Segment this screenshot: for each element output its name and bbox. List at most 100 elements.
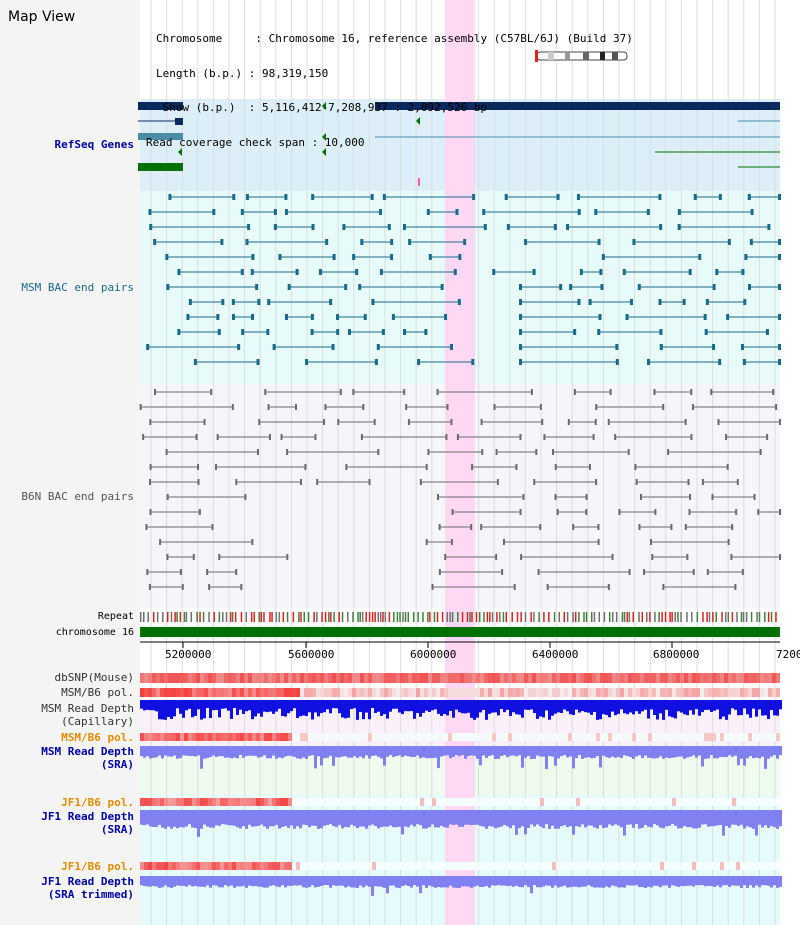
msm-capillary-depth bbox=[251, 700, 254, 720]
msm-sra-depth bbox=[602, 746, 605, 756]
repeat-mark bbox=[658, 612, 660, 622]
b6n-bac-end bbox=[208, 584, 211, 590]
jf1-trimmed-depth bbox=[350, 876, 353, 888]
jf1-sra-depth bbox=[602, 810, 605, 829]
repeat-mark bbox=[152, 612, 155, 622]
msm-pol-cell bbox=[576, 733, 580, 741]
repeat-mark bbox=[143, 612, 145, 622]
msm-bac-end bbox=[267, 299, 271, 305]
msm-pol-cell bbox=[580, 733, 584, 741]
jf1-pol-cell bbox=[360, 798, 364, 806]
track-label-msm-b6-pol-1[interactable]: MSM/B6 pol. bbox=[61, 686, 134, 699]
msm-pol-cell bbox=[648, 733, 652, 741]
repeat-mark bbox=[538, 612, 540, 622]
b6n-bac-end bbox=[667, 449, 670, 455]
jf1-sra-depth bbox=[179, 810, 182, 828]
b6n-bac-end bbox=[690, 389, 693, 395]
msm-bac-end bbox=[740, 344, 744, 350]
msm-pol-cell bbox=[456, 733, 460, 741]
msm-bac-end bbox=[287, 284, 291, 290]
jf1-trimmed-depth bbox=[395, 876, 398, 888]
msm-capillary-depth bbox=[149, 700, 152, 711]
msm-pol-cell bbox=[540, 733, 544, 741]
msm-pol-cell bbox=[416, 733, 420, 741]
msm-capillary-depth bbox=[641, 700, 644, 712]
track-label-b6n-bac[interactable]: B6N BAC end pairs bbox=[21, 490, 134, 503]
jf1-trimmed-depth bbox=[299, 876, 302, 886]
msm-capillary-depth bbox=[752, 700, 755, 709]
repeat-mark bbox=[750, 612, 753, 622]
jf1-trimmed-depth bbox=[326, 876, 329, 886]
jf1-trimmed-depth bbox=[521, 876, 524, 888]
msm-sra-depth bbox=[230, 746, 233, 759]
msm-pol-cell bbox=[392, 688, 396, 697]
track-label-msm-b6-pol-2[interactable]: MSM/B6 pol. bbox=[61, 731, 134, 744]
jf1-sra-depth bbox=[647, 810, 650, 827]
jf1-pol-cell bbox=[536, 862, 540, 870]
msm-capillary-depth bbox=[611, 700, 614, 712]
msm-capillary-depth bbox=[194, 700, 197, 716]
track-label-chromosome[interactable]: chromosome 16 bbox=[55, 627, 134, 638]
track-label-jf1-depth-trimmed[interactable]: JF1 Read Depth (SRA trimmed) bbox=[41, 875, 134, 901]
dbsnp-cell bbox=[212, 673, 216, 683]
msm-sra-depth bbox=[425, 746, 428, 759]
msm-sra-depth bbox=[494, 746, 497, 759]
msm-bac-end bbox=[622, 269, 626, 275]
dbsnp-cell bbox=[648, 673, 652, 683]
jf1-sra-depth bbox=[146, 810, 149, 825]
jf1-pol-cell bbox=[344, 798, 348, 806]
repeat-mark bbox=[706, 612, 708, 622]
dbsnp-cell bbox=[168, 673, 172, 683]
repeat-mark bbox=[674, 612, 676, 622]
msm-pol-cell bbox=[744, 688, 748, 697]
msm-pol-cell bbox=[776, 733, 780, 741]
jf1-sra-depth bbox=[578, 810, 581, 827]
b6n-bac-end bbox=[554, 494, 557, 500]
jf1-sra-depth bbox=[542, 810, 545, 829]
jf1-pol-cell bbox=[328, 798, 332, 806]
track-label-msm-bac[interactable]: MSM BAC end pairs bbox=[21, 281, 134, 294]
track-label-jf1-depth-sra[interactable]: JF1 Read Depth (SRA) bbox=[41, 810, 134, 836]
track-label-msm-depth-capillary[interactable]: MSM Read Depth (Capillary) bbox=[41, 702, 134, 728]
msm-pol-cell bbox=[536, 688, 540, 697]
msm-pol-cell bbox=[528, 733, 532, 741]
msm-bac-end bbox=[149, 224, 153, 230]
track-label-jf1-b6-pol-2[interactable]: JF1/B6 pol. bbox=[61, 860, 134, 873]
repeat-mark bbox=[611, 612, 614, 622]
b6n-bac-end bbox=[159, 539, 162, 545]
jf1-trimmed-depth bbox=[467, 876, 470, 887]
msm-pol-cell bbox=[636, 688, 640, 697]
jf1-trimmed-depth bbox=[440, 876, 443, 888]
track-label-dbsnp[interactable]: dbSNP(Mouse) bbox=[54, 671, 134, 684]
jf1-trimmed-depth bbox=[560, 876, 563, 887]
jf1-trimmed-depth bbox=[575, 876, 578, 887]
jf1-pol-cell bbox=[340, 798, 344, 806]
msm-capillary-depth bbox=[182, 700, 185, 718]
msm-sra-depth bbox=[437, 746, 440, 769]
refseq-gene bbox=[138, 163, 183, 171]
repeat-mark bbox=[628, 612, 631, 622]
repeat-mark bbox=[413, 612, 415, 622]
jf1-trimmed-depth bbox=[578, 876, 581, 888]
dbsnp-cell bbox=[568, 673, 572, 683]
jf1-pol-cell bbox=[744, 798, 748, 806]
msm-sra-depth bbox=[608, 746, 611, 758]
msm-pol-cell bbox=[452, 688, 456, 697]
track-label-msm-depth-sra[interactable]: MSM Read Depth (SRA) bbox=[41, 745, 134, 771]
track-label-repeat[interactable]: Repeat bbox=[97, 611, 134, 622]
track-label-refseq[interactable]: RefSeq Genes bbox=[54, 138, 134, 151]
msm-sra-depth bbox=[293, 746, 296, 758]
jf1-trimmed-depth bbox=[488, 876, 491, 888]
jf1-pol-cell bbox=[192, 798, 196, 806]
track-label-jf1-b6-pol-1[interactable]: JF1/B6 pol. bbox=[61, 796, 134, 809]
msm-sra-depth bbox=[227, 746, 230, 758]
jf1-sra-depth bbox=[551, 810, 554, 826]
msm-capillary-depth bbox=[647, 700, 650, 719]
msm-sra-depth bbox=[212, 746, 215, 756]
jf1-trimmed-depth bbox=[581, 876, 584, 887]
jf1-pol-cell bbox=[708, 798, 712, 806]
b6n-bac-end bbox=[345, 464, 348, 470]
b6n-bac-end bbox=[149, 419, 152, 425]
msm-pol-cell bbox=[408, 733, 412, 741]
